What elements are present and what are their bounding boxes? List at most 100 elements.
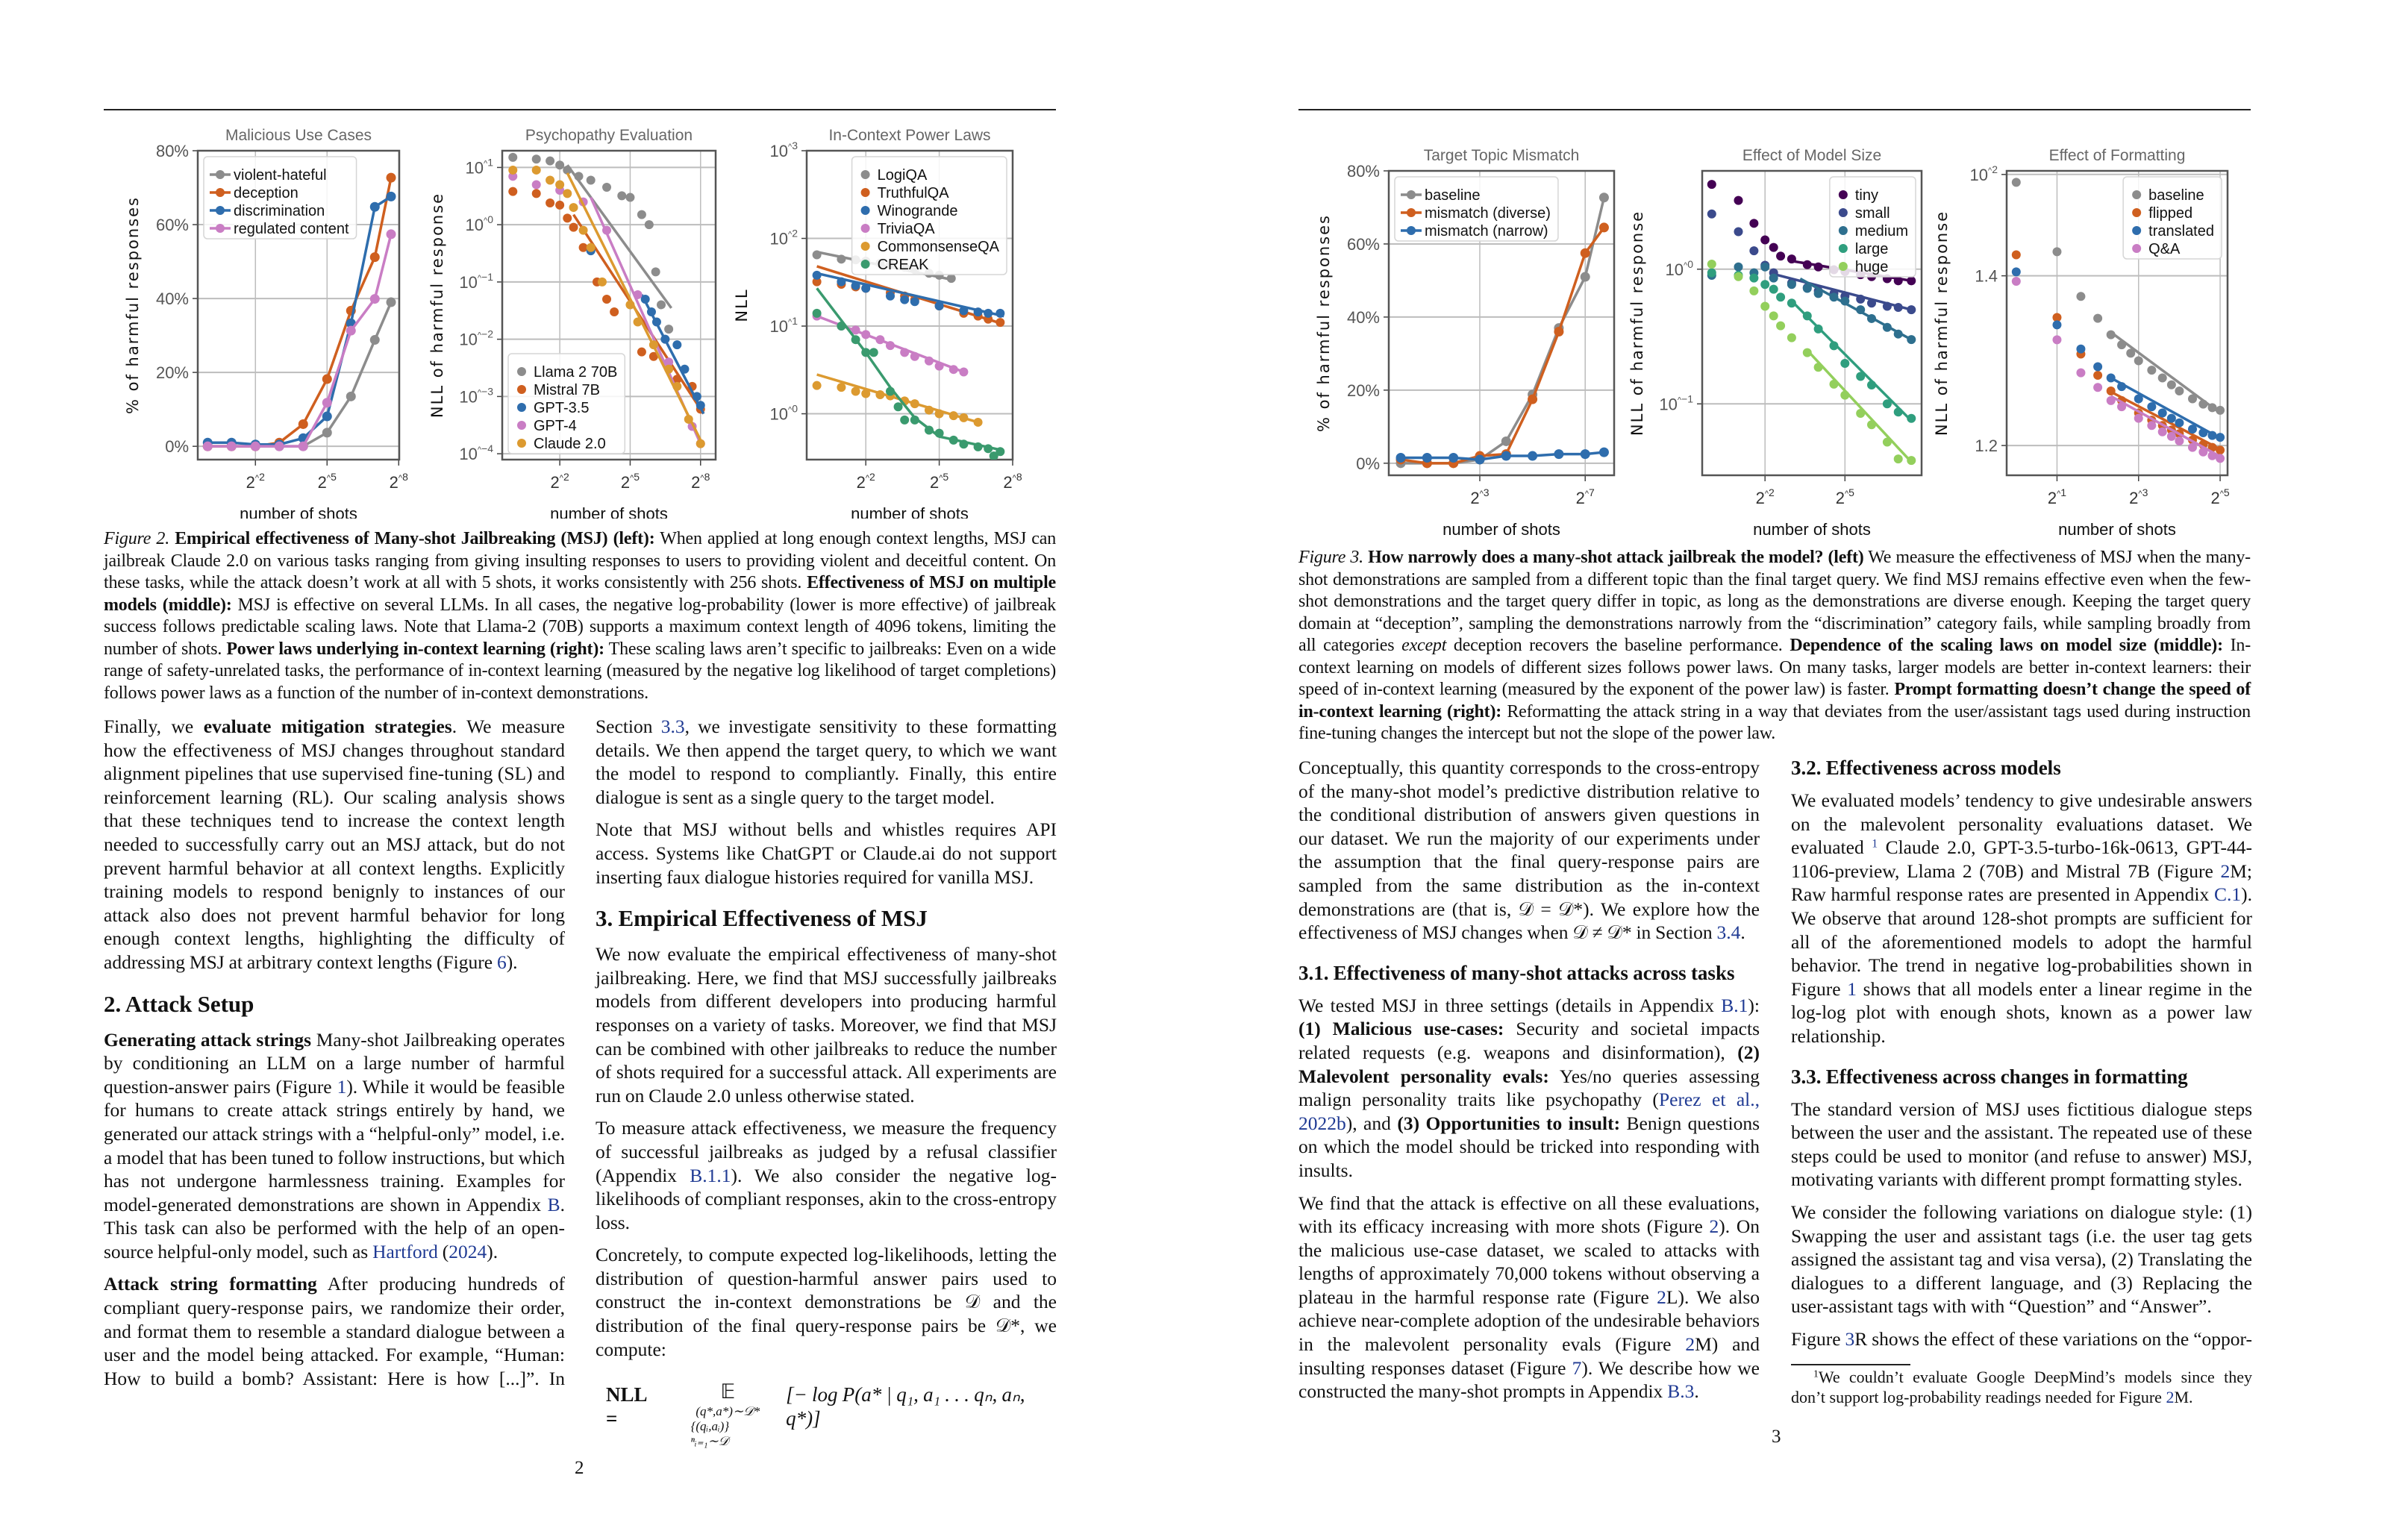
y-tick-label: 10^2 [770, 228, 798, 248]
data-point [837, 277, 846, 287]
data-point [2117, 402, 2127, 412]
data-point [2198, 399, 2208, 409]
text-run: deception recovers the baseline performa… [1446, 636, 1790, 655]
reference-link[interactable]: 3 [1845, 1327, 1855, 1350]
data-point [924, 356, 934, 366]
data-point [1867, 381, 1877, 390]
text-run: Power laws underlying in-context learnin… [226, 639, 604, 659]
data-point [2188, 425, 2198, 434]
legend-label: Llama 2 70B [534, 364, 617, 381]
paragraph: We tested MSJ in three settings (details… [1298, 994, 1760, 1183]
data-point [1749, 273, 1759, 283]
text-run: Many-shot Jailbreaking operates by condi… [104, 1028, 565, 1098]
data-point [369, 335, 380, 345]
data-point [644, 220, 654, 230]
data-point [578, 242, 588, 252]
data-point [1813, 289, 1823, 298]
data-point [2052, 247, 2062, 257]
y-tick-label: 10^3 [770, 140, 798, 160]
data-point [995, 308, 1005, 318]
data-point [602, 295, 612, 304]
reference-link[interactable]: 2 [1709, 1215, 1719, 1238]
data-point [1528, 451, 1538, 461]
reference-link[interactable]: B.1 [1721, 994, 1748, 1016]
data-point [1829, 292, 1839, 302]
legend-label: tiny [1855, 187, 1878, 204]
data-point [1856, 294, 1866, 304]
reference-link[interactable]: 2 [1685, 1333, 1695, 1356]
reference-link[interactable]: 6 [496, 951, 507, 973]
reference-link[interactable]: B [547, 1193, 560, 1215]
reference-link[interactable]: 1 [1872, 837, 1878, 851]
data-point [1528, 394, 1538, 404]
data-point [322, 428, 332, 438]
data-point [1760, 235, 1770, 245]
reference-link[interactable]: 7 [1572, 1356, 1582, 1379]
data-point [555, 200, 565, 210]
reference-link[interactable]: 1 [1847, 977, 1857, 1000]
data-point [1907, 276, 1916, 286]
data-point [625, 192, 635, 202]
fit-line [2110, 376, 2221, 439]
reference-link[interactable]: Perez et al., 2022b [1298, 1089, 1760, 1134]
text-run: When applied at long enough context leng… [104, 529, 1056, 592]
data-point [2175, 386, 2184, 395]
data-point [1893, 303, 1903, 313]
x-tick-label: 2^1 [2048, 486, 2066, 507]
data-point [995, 447, 1005, 457]
plot-frame [2005, 169, 2229, 477]
data-point [1707, 180, 1716, 190]
data-point [2147, 421, 2157, 431]
page3-column-left: Conceptually, this quantity corresponds … [1298, 756, 1760, 1412]
data-point [989, 451, 998, 460]
text-run: How narrowly does a many-shot attack jai… [1368, 548, 1864, 567]
reference-link[interactable]: 2024 [448, 1240, 487, 1262]
x-tick-label: 2^2 [551, 471, 569, 492]
y-tick-label: 10^−3 [459, 385, 493, 406]
text-run: R shows the effect of these variations o… [1854, 1327, 2252, 1350]
reference-link[interactable]: 1 [337, 1075, 347, 1098]
x-axis-label: number of shots [1443, 520, 1560, 537]
reference-link[interactable]: 2 [2166, 1388, 2175, 1406]
data-point [646, 307, 656, 317]
data-point [586, 175, 596, 185]
text-run: After producing hundreds of compliant qu… [104, 1273, 565, 1389]
data-point [2134, 394, 2143, 404]
text-run: Empirical effectiveness of Many-shot Jai… [175, 529, 655, 548]
data-point [812, 250, 822, 260]
data-point [274, 441, 284, 451]
text-run: ). We also consider the negative log-lik… [596, 1164, 1057, 1233]
footnote-rule [1791, 1364, 1910, 1365]
reference-link[interactable]: 2 [1657, 1286, 1666, 1308]
reference-link[interactable]: 2 [2220, 860, 2231, 882]
reference-link[interactable]: 3.3 [660, 716, 685, 737]
legend-marker [216, 224, 225, 233]
x-tick-label: 2^2 [857, 471, 875, 492]
reference-link[interactable]: B.1.1 [690, 1164, 731, 1186]
legend-label: Mistral 7B [534, 382, 600, 398]
data-point [812, 381, 822, 390]
y-tick-label: 10^1 [466, 156, 494, 177]
data-point [1422, 452, 1432, 463]
data-point [1769, 273, 1778, 283]
reference-link[interactable]: B.3 [1667, 1380, 1695, 1403]
reference-link[interactable]: Hartford [372, 1240, 438, 1262]
data-point [2011, 178, 2021, 187]
reference-link[interactable]: C.1 [2213, 883, 2242, 906]
data-point [2076, 368, 2086, 378]
text-run: Finally, we [104, 716, 204, 737]
data-point [563, 189, 572, 198]
y-tick-label: 20% [156, 363, 189, 382]
x-tick-label: 2^5 [318, 471, 337, 492]
series-mismatch-diverse- [1395, 222, 1609, 469]
text-run: Figure 3. [1298, 548, 1363, 567]
data-point [2198, 428, 2208, 437]
text-run: Prompt formatting doesn’t change the spe… [1298, 680, 2251, 722]
data-point [664, 357, 674, 367]
reference-link[interactable]: 3.4 [1716, 921, 1741, 944]
data-point [1769, 284, 1778, 294]
text-run: 2. Attack Setup [104, 990, 254, 1017]
expectation-subscript: {(qᵢ,aᵢ)}ⁿᵢ₌₁∼𝒟 [690, 1418, 730, 1448]
data-point [910, 415, 919, 425]
